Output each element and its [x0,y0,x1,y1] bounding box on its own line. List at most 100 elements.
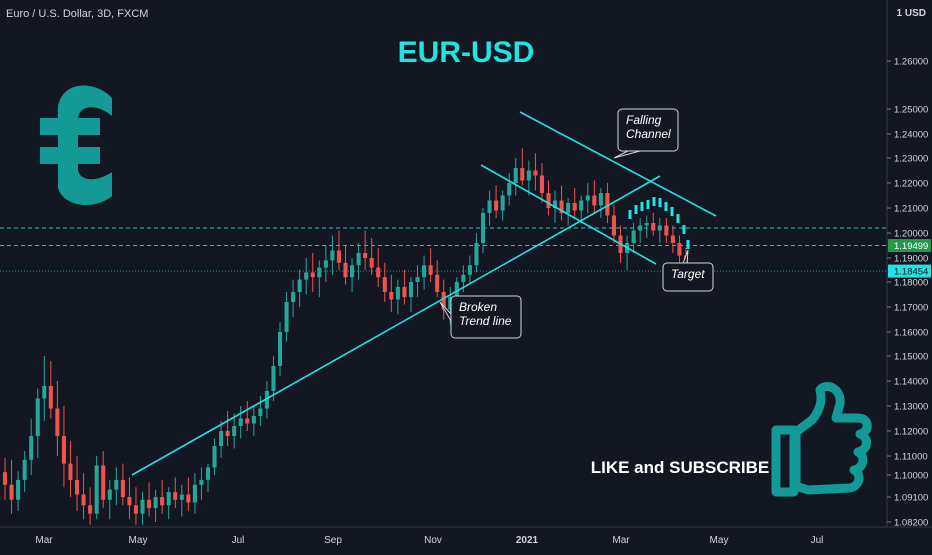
target-callout-box [662,262,714,292]
candle-body [9,484,14,500]
candle-body [271,366,276,391]
y-tick-label: 1.15000 [894,352,928,363]
candle-body [631,230,636,243]
candle-body [350,265,355,278]
candle-body [94,465,99,514]
candle-body [382,277,387,292]
candle-body [428,265,433,275]
candle-body [232,426,237,436]
candle-body [336,250,341,263]
candle-body [605,193,610,216]
projection-mark [628,210,632,219]
candle-body [395,287,400,300]
projection-mark [686,240,690,249]
candle-body [310,272,315,278]
candle-body [29,436,34,460]
candle-body [55,408,60,436]
candle-body [160,497,165,506]
candle-body [664,225,669,236]
y-tick-label: 1.14000 [894,377,928,388]
candle-body [513,168,518,183]
candle-body [356,253,361,266]
candle-body [2,472,8,485]
candle-body [317,267,322,278]
candle-body [114,479,119,490]
candle-body [389,292,394,300]
candle-body [140,499,145,514]
candle-body [291,292,296,302]
x-tick-label: Sep [324,535,342,546]
projection-mark [682,225,686,234]
y-tick-label: 1.22000 [894,179,928,190]
falling-channel-callout-text: Falling [626,113,662,127]
x-tick-label: Jul [811,535,824,546]
candle-body [553,200,558,208]
broken-trendline-callout-text: Trend line [459,314,512,328]
candle-body [533,170,538,176]
falling-channel-callout-text: Channel [626,127,671,141]
candle-body [133,505,138,514]
candle-body [238,418,243,426]
candle-body [592,195,597,206]
y-tick-label: 1.09100 [894,493,928,504]
candle-body [68,463,73,480]
candle-body [579,200,584,211]
projection-mark [646,200,650,209]
y-tick-label: 1.18000 [894,278,928,289]
candle-body [638,225,643,231]
candle-body [670,235,675,243]
candle-body [598,193,603,206]
candle-body [219,431,224,446]
candle-body [284,302,289,332]
candle-body [107,489,112,500]
candle-body [494,200,499,211]
candle-body [644,223,649,226]
candle-body [559,200,564,213]
candle-body [304,272,309,280]
x-tick-label: Mar [35,535,53,546]
candle-body [258,408,263,416]
symbol-title: Euro / U.S. Dollar, 3D, FXCM [6,8,149,20]
candle-body [572,203,577,211]
x-tick-label: May [129,535,148,546]
currency-label[interactable]: 1 USD [896,8,926,19]
candle-body [22,459,27,480]
y-tick-label: 1.25000 [894,105,928,116]
candle-body [480,213,486,243]
candle-body [435,274,440,292]
candle-body [500,195,505,211]
candle-body [526,170,531,181]
candle-body [74,479,80,495]
candle-body [120,479,125,497]
candle-body [330,250,335,261]
candle-body [402,287,407,297]
candle-body [61,436,66,464]
projection-mark [670,207,674,216]
x-tick-label: May [710,535,729,546]
candle-body [363,253,368,258]
candle-body [297,279,302,292]
candle-body [369,258,374,268]
candle-body [415,277,420,282]
y-tick-label: 1.11000 [894,452,928,463]
candle-body [173,492,178,500]
candle-body [16,479,21,500]
candle-body [147,499,152,509]
candle-body [487,200,492,213]
candle-body [651,223,656,231]
price-marker-last-bg [888,264,931,278]
falling-channel-callout-box [617,108,679,152]
x-tick-label: Nov [424,535,442,546]
candle-body [441,292,446,310]
candle-body [186,494,191,503]
thumbs-up-icon [771,382,872,497]
candle-body [546,193,551,208]
candle-body [199,479,204,485]
x-tick-label: 2021 [516,535,539,546]
y-tick-label: 1.19000 [894,254,928,265]
candle-body [225,431,230,436]
price-marker-level-bg [888,239,931,253]
candle-body [48,386,53,409]
